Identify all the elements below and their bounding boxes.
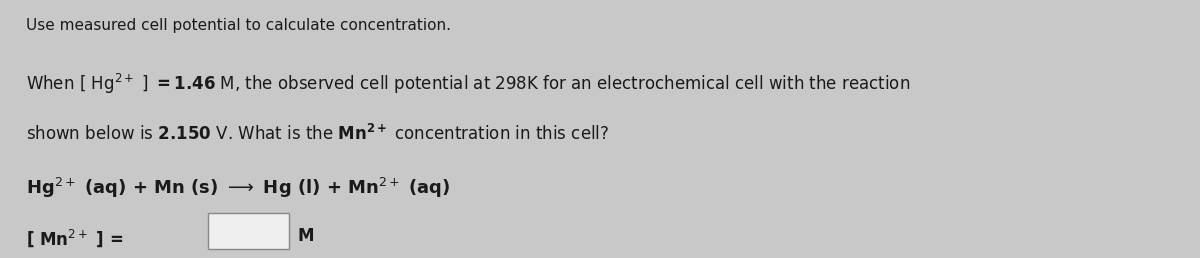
Text: M: M — [298, 227, 314, 245]
Text: shown below is $\mathbf{2.150}$ V. What is the $\mathbf{Mn^{2+}}$ concentration : shown below is $\mathbf{2.150}$ V. What … — [26, 124, 610, 144]
Text: When [ Hg$^{2+}$ ] $\mathbf{= 1.46}$ M, the observed cell potential at 298K for : When [ Hg$^{2+}$ ] $\mathbf{= 1.46}$ M, … — [26, 72, 911, 96]
FancyBboxPatch shape — [208, 213, 289, 249]
Text: [ Mn$^{2+}$ ] =: [ Mn$^{2+}$ ] = — [26, 227, 124, 249]
Text: Hg$^{2+}$ (aq) + Mn (s) $\longrightarrow$ Hg (l) + Mn$^{2+}$ (aq): Hg$^{2+}$ (aq) + Mn (s) $\longrightarrow… — [26, 175, 451, 199]
Text: Use measured cell potential to calculate concentration.: Use measured cell potential to calculate… — [26, 18, 451, 33]
